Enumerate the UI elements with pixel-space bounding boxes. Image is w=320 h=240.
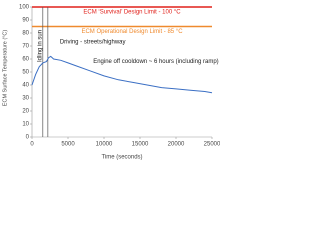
x-tick-label: 15000 [132,142,149,148]
annotation: Driving - streets/highway [60,40,126,46]
y-tick-label: 70 [22,44,29,50]
x-axis-label: Time (seconds) [101,155,142,161]
x-tick-label: 20000 [168,142,185,148]
y-tick-label: 90 [22,18,29,24]
y-tick-label: 60 [22,57,29,63]
y-tick-label: 20 [22,109,29,115]
annotation: Engine off cooldown ~ 6 hours (including… [93,59,218,65]
y-tick-label: 40 [22,83,29,89]
y-tick-label: 0 [26,135,30,141]
x-tick-label: 0 [30,142,34,148]
y-tick-label: 100 [19,5,30,11]
chart: ECM Surface Temperature (°C) Time (secon… [2,5,220,161]
y-tick-label: 30 [22,96,29,102]
y-tick-label: 50 [22,70,29,76]
reference-label: ECM ‘Survival’ Design Limit - 100 °C [83,10,181,16]
temperature-line [31,55,213,94]
y-tick-label: 80 [22,31,29,37]
reference-label: ECM Operational Design Limit - 85 °C [81,29,183,35]
annotation: Idling in sun [37,30,43,62]
y-axis-label: ECM Surface Temperature (°C) [2,30,8,107]
y-tick-label: 10 [22,122,29,128]
x-tick-label: 5000 [61,142,75,148]
x-tick-label: 10000 [96,142,113,148]
x-tick-label: 25000 [204,142,220,148]
